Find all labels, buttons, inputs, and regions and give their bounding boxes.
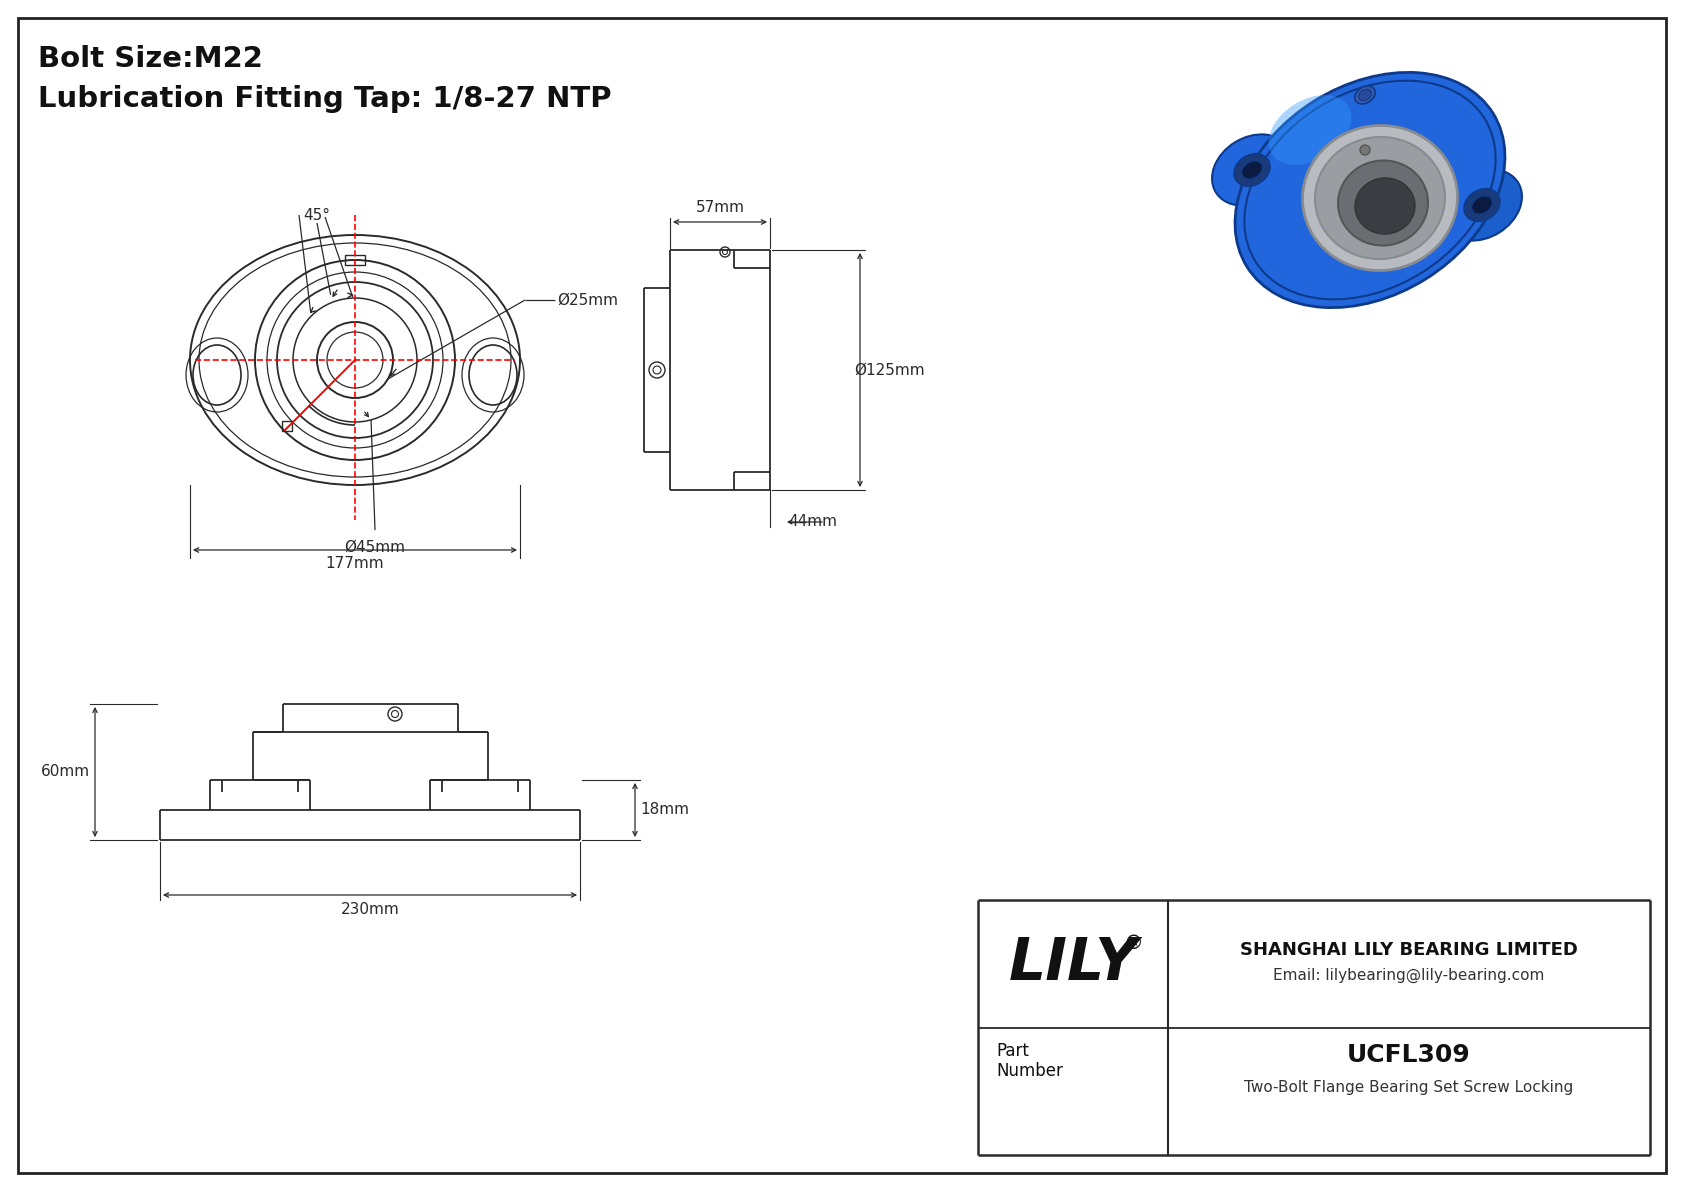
Text: 18mm: 18mm xyxy=(640,803,689,817)
Ellipse shape xyxy=(1315,137,1445,258)
Text: 45°: 45° xyxy=(303,207,330,223)
Ellipse shape xyxy=(1234,154,1270,186)
Ellipse shape xyxy=(1244,81,1495,299)
Ellipse shape xyxy=(1234,73,1505,307)
Ellipse shape xyxy=(1212,135,1292,206)
Text: 44mm: 44mm xyxy=(788,515,837,530)
Ellipse shape xyxy=(1463,189,1500,222)
Bar xyxy=(281,422,291,431)
Text: SHANGHAI LILY BEARING LIMITED: SHANGHAI LILY BEARING LIMITED xyxy=(1239,941,1578,959)
Text: UCFL309: UCFL309 xyxy=(1347,1043,1470,1067)
Circle shape xyxy=(1361,145,1371,155)
Ellipse shape xyxy=(1302,125,1457,270)
Text: Ø125mm: Ø125mm xyxy=(855,362,925,378)
Bar xyxy=(345,255,365,266)
Text: Ø25mm: Ø25mm xyxy=(557,293,618,307)
Text: Email: lilybearing@lily-bearing.com: Email: lilybearing@lily-bearing.com xyxy=(1273,968,1544,984)
Text: 177mm: 177mm xyxy=(325,556,384,572)
Ellipse shape xyxy=(1472,197,1492,214)
Text: 57mm: 57mm xyxy=(695,200,744,216)
Text: Two-Bolt Flange Bearing Set Screw Locking: Two-Bolt Flange Bearing Set Screw Lockin… xyxy=(1244,1080,1573,1095)
Text: Ø45mm: Ø45mm xyxy=(345,540,406,555)
Ellipse shape xyxy=(1268,95,1351,164)
Ellipse shape xyxy=(1356,177,1415,233)
Ellipse shape xyxy=(1241,161,1263,179)
Text: LILY: LILY xyxy=(1009,935,1138,992)
Ellipse shape xyxy=(1354,86,1376,104)
Text: Lubrication Fitting Tap: 1/8-27 NTP: Lubrication Fitting Tap: 1/8-27 NTP xyxy=(39,85,611,113)
Text: Part: Part xyxy=(995,1041,1029,1060)
Ellipse shape xyxy=(1359,89,1371,100)
Text: 60mm: 60mm xyxy=(40,765,89,779)
Text: Bolt Size:M22: Bolt Size:M22 xyxy=(39,45,263,73)
Text: 230mm: 230mm xyxy=(340,902,399,917)
Text: Number: Number xyxy=(995,1061,1063,1079)
Ellipse shape xyxy=(1339,161,1428,245)
Text: ®: ® xyxy=(1123,934,1143,953)
Ellipse shape xyxy=(1442,169,1522,241)
